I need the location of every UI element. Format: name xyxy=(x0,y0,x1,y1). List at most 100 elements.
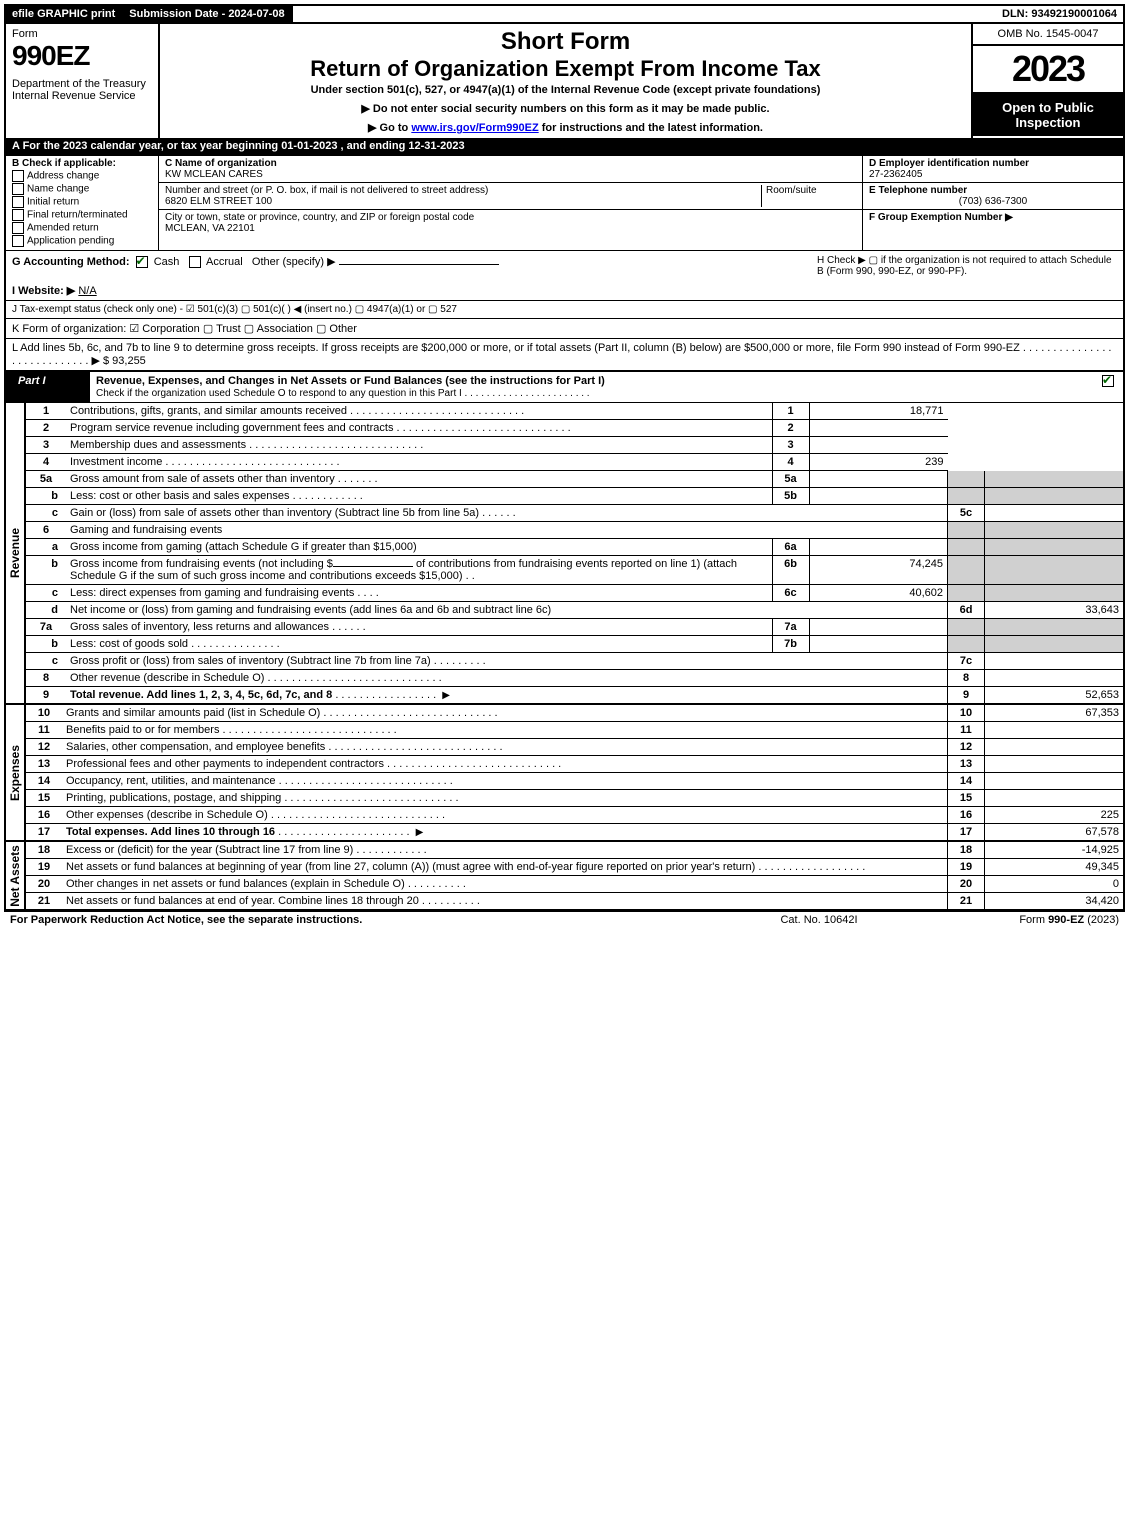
col-de: D Employer identification number 27-2362… xyxy=(862,156,1123,250)
form-header: Form 990EZ Department of the Treasury In… xyxy=(4,24,1125,138)
line-14: 14Occupancy, rent, utilities, and mainte… xyxy=(25,773,1124,790)
row-l: L Add lines 5b, 6c, and 7b to line 9 to … xyxy=(4,339,1125,372)
chk-initial[interactable]: Initial return xyxy=(12,196,152,208)
website: N/A xyxy=(78,285,96,297)
chk-address[interactable]: Address change xyxy=(12,170,152,182)
chk-schedule-o[interactable] xyxy=(1102,375,1114,387)
paperwork-notice: For Paperwork Reduction Act Notice, see … xyxy=(10,914,719,926)
form-ref: Form 990-EZ (2023) xyxy=(919,914,1119,926)
b-header: B Check if applicable: xyxy=(12,158,116,169)
c-city-lbl: City or town, state or province, country… xyxy=(165,212,856,223)
line-13: 13Professional fees and other payments t… xyxy=(25,756,1124,773)
header-left: Form 990EZ Department of the Treasury In… xyxy=(6,24,160,138)
line-21: 21Net assets or fund balances at end of … xyxy=(25,893,1124,911)
org-city: MCLEAN, VA 22101 xyxy=(165,223,856,234)
row-k: K Form of organization: ☑ Corporation ▢ … xyxy=(4,319,1125,339)
submission-date: Submission Date - 2024-07-08 xyxy=(123,6,292,22)
chk-amended[interactable]: Amended return xyxy=(12,222,152,234)
gross-receipts: 93,255 xyxy=(112,355,146,367)
line-2: 2Program service revenue including gover… xyxy=(25,420,1124,437)
top-bar: efile GRAPHIC print Submission Date - 20… xyxy=(4,4,1125,24)
l-text: L Add lines 5b, 6c, and 7b to line 9 to … xyxy=(12,342,1112,367)
c-name-lbl: C Name of organization xyxy=(165,158,856,169)
side-revenue: Revenue xyxy=(4,403,24,705)
line-11: 11Benefits paid to or for members11 xyxy=(25,722,1124,739)
f-lbl: F Group Exemption Number ▶ xyxy=(869,212,1013,223)
title-short: Short Form xyxy=(168,28,963,56)
part1-header: Part I Revenue, Expenses, and Changes in… xyxy=(4,372,1125,403)
line-6b: bGross income from fundraising events (n… xyxy=(25,556,1124,585)
header-center: Short Form Return of Organization Exempt… xyxy=(160,24,971,138)
c-addr-lbl: Number and street (or P. O. box, if mail… xyxy=(165,185,761,196)
org-street: 6820 ELM STREET 100 xyxy=(165,196,761,207)
row-i: I Website: ▶ N/A xyxy=(4,281,1125,301)
line-6d: dNet income or (loss) from gaming and fu… xyxy=(25,602,1124,619)
line-7a: 7aGross sales of inventory, less returns… xyxy=(25,619,1124,636)
line-8: 8Other revenue (describe in Schedule O)8 xyxy=(25,670,1124,687)
h-text: H Check ▶ ▢ if the organization is not r… xyxy=(817,255,1117,277)
col-b: B Check if applicable: Address change Na… xyxy=(6,156,159,250)
irs-link[interactable]: www.irs.gov/Form990EZ xyxy=(411,122,538,134)
expenses-table: 10Grants and similar amounts paid (list … xyxy=(24,705,1125,842)
line-6c: cLess: direct expenses from gaming and f… xyxy=(25,585,1124,602)
line-5b: bLess: cost or other basis and sales exp… xyxy=(25,488,1124,505)
header-right: OMB No. 1545-0047 2023 Open to Public In… xyxy=(971,24,1123,138)
chk-cash[interactable] xyxy=(136,256,148,268)
org-name: KW MCLEAN CARES xyxy=(165,169,856,180)
line-7c: cGross profit or (loss) from sales of in… xyxy=(25,653,1124,670)
line-6a: aGross income from gaming (attach Schedu… xyxy=(25,539,1124,556)
line-20: 20Other changes in net assets or fund ba… xyxy=(25,876,1124,893)
instr-ssn: ▶ Do not enter social security numbers o… xyxy=(168,102,963,115)
col-c: C Name of organization KW MCLEAN CARES N… xyxy=(159,156,862,250)
revenue-table: 1Contributions, gifts, grants, and simil… xyxy=(24,403,1125,705)
open-public: Open to Public Inspection xyxy=(973,94,1123,136)
phone: (703) 636-7300 xyxy=(869,196,1117,207)
netassets-table: 18Excess or (deficit) for the year (Subt… xyxy=(24,842,1125,911)
dept: Department of the Treasury Internal Reve… xyxy=(12,78,152,102)
chk-pending[interactable]: Application pending xyxy=(12,235,152,247)
line-19: 19Net assets or fund balances at beginni… xyxy=(25,859,1124,876)
line-5c: cGain or (loss) from sale of assets othe… xyxy=(25,505,1124,522)
chk-final[interactable]: Final return/terminated xyxy=(12,209,152,221)
line-17: 17Total expenses. Add lines 10 through 1… xyxy=(25,824,1124,842)
form-word: Form xyxy=(12,28,152,40)
line-4: 4Investment income4239 xyxy=(25,454,1124,471)
section-bcdef: B Check if applicable: Address change Na… xyxy=(4,156,1125,251)
e-lbl: E Telephone number xyxy=(869,185,1117,196)
subtitle: Under section 501(c), 527, or 4947(a)(1)… xyxy=(168,84,963,96)
chk-accrual[interactable] xyxy=(189,256,201,268)
row-j: J Tax-exempt status (check only one) - ☑… xyxy=(4,301,1125,319)
line-18: 18Excess or (deficit) for the year (Subt… xyxy=(25,842,1124,859)
omb: OMB No. 1545-0047 xyxy=(973,24,1123,46)
line-1: 1Contributions, gifts, grants, and simil… xyxy=(25,403,1124,420)
line-16: 16Other expenses (describe in Schedule O… xyxy=(25,807,1124,824)
part1-title: Revenue, Expenses, and Changes in Net As… xyxy=(90,372,1091,402)
tax-year: 2023 xyxy=(973,46,1123,94)
line-15: 15Printing, publications, postage, and s… xyxy=(25,790,1124,807)
line-12: 12Salaries, other compensation, and empl… xyxy=(25,739,1124,756)
other-method-input[interactable] xyxy=(339,264,499,265)
instr-link: ▶ Go to www.irs.gov/Form990EZ for instru… xyxy=(168,121,963,134)
line-7b: bLess: cost of goods sold . . . . . . . … xyxy=(25,636,1124,653)
line-10: 10Grants and similar amounts paid (list … xyxy=(25,705,1124,722)
line-6: 6Gaming and fundraising events xyxy=(25,522,1124,539)
side-expenses: Expenses xyxy=(4,705,24,842)
line-9: 9Total revenue. Add lines 1, 2, 3, 4, 5c… xyxy=(25,687,1124,705)
g-lbl: G Accounting Method: xyxy=(12,256,130,268)
i-lbl: I Website: ▶ xyxy=(12,285,75,297)
d-lbl: D Employer identification number xyxy=(869,158,1117,169)
line-5a: 5aGross amount from sale of assets other… xyxy=(25,471,1124,488)
chk-name[interactable]: Name change xyxy=(12,183,152,195)
side-netassets: Net Assets xyxy=(4,842,24,911)
footer: For Paperwork Reduction Act Notice, see … xyxy=(4,911,1125,928)
cat-no: Cat. No. 10642I xyxy=(719,914,919,926)
row-gh: G Accounting Method: Cash Accrual Other … xyxy=(4,251,1125,281)
efile-label[interactable]: efile GRAPHIC print xyxy=(6,6,123,22)
room-lbl: Room/suite xyxy=(761,185,856,207)
form-number: 990EZ xyxy=(12,40,152,72)
line-a: A For the 2023 calendar year, or tax yea… xyxy=(4,138,1125,156)
title-main: Return of Organization Exempt From Incom… xyxy=(168,56,963,82)
dln: DLN: 93492190001064 xyxy=(996,6,1123,22)
ein: 27-2362405 xyxy=(869,169,1117,180)
part1-lbl: Part I xyxy=(6,372,90,402)
